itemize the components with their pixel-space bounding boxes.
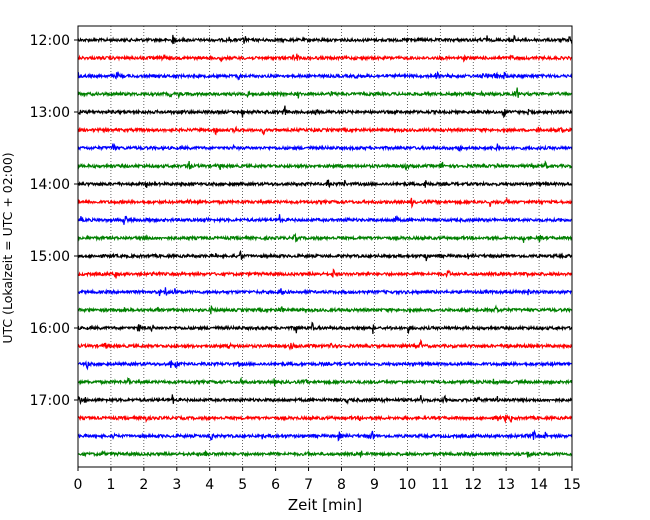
trace-1600: [77, 321, 573, 335]
x-tick-label-12: 12: [464, 477, 482, 493]
trace-1345: [77, 160, 573, 171]
trace-1700: [77, 394, 573, 406]
y-tick-label-4: 16:00: [30, 321, 70, 337]
x-tick-label-4: 4: [205, 477, 214, 493]
trace-1615: [77, 338, 573, 351]
x-tick-label-5: 5: [238, 477, 247, 493]
trace-1300: [77, 105, 573, 119]
trace-1215: [77, 53, 573, 63]
trace-1730: [77, 429, 573, 442]
x-axis-label: Zeit [min]: [288, 496, 362, 514]
x-tick-label-15: 15: [563, 477, 581, 493]
trace-1200: [77, 34, 573, 45]
x-tick-label-9: 9: [370, 477, 379, 493]
trace-1515: [77, 268, 573, 279]
plot-background: [78, 26, 572, 467]
trace-1715: [77, 414, 573, 424]
trace-lines: [77, 34, 573, 459]
trace-1230: [77, 70, 573, 81]
trace-1430: [77, 214, 573, 225]
trace-1330: [77, 143, 573, 153]
y-tick-label-2: 14:00: [30, 177, 70, 193]
trace-1445: [77, 232, 573, 243]
x-tick-label-10: 10: [398, 477, 416, 493]
trace-1530: [77, 287, 573, 297]
x-tick-label-11: 11: [431, 477, 449, 493]
plot-frame: [77, 25, 573, 468]
x-axis-ticks: 0 1 2 3 4 5 6 7 8 9 10 11 12 13 14 15: [74, 467, 581, 493]
trace-1500: [77, 249, 573, 262]
trace-1745: [77, 449, 573, 459]
y-tick-label-0: 12:00: [30, 33, 70, 49]
x-tick-label-7: 7: [304, 477, 313, 493]
trace-1545: [77, 304, 573, 315]
y-tick-label-5: 17:00: [30, 393, 70, 409]
x-tick-label-1: 1: [106, 477, 115, 493]
trace-1645: [77, 376, 573, 387]
trace-1400: [77, 179, 573, 189]
x-tick-label-0: 0: [74, 477, 83, 493]
trace-1315: [77, 125, 573, 136]
x-tick-label-14: 14: [530, 477, 548, 493]
trace-1415: [77, 197, 573, 209]
trace-1630: [77, 360, 573, 371]
y-tick-label-3: 15:00: [30, 249, 70, 265]
y-axis-label: UTC (Lokalzeit = UTC + 02:00): [0, 152, 15, 343]
x-tick-label-13: 13: [497, 477, 515, 493]
x-tick-label-6: 6: [271, 477, 280, 493]
x-tick-label-8: 8: [337, 477, 346, 493]
x-tick-label-3: 3: [172, 477, 181, 493]
x-tick-label-2: 2: [139, 477, 148, 493]
y-tick-label-1: 13:00: [30, 105, 70, 121]
trace-1245: [77, 87, 573, 100]
y-axis-ticks: 12:00 13:00 14:00 15:00 16:00 17:00: [30, 33, 78, 409]
